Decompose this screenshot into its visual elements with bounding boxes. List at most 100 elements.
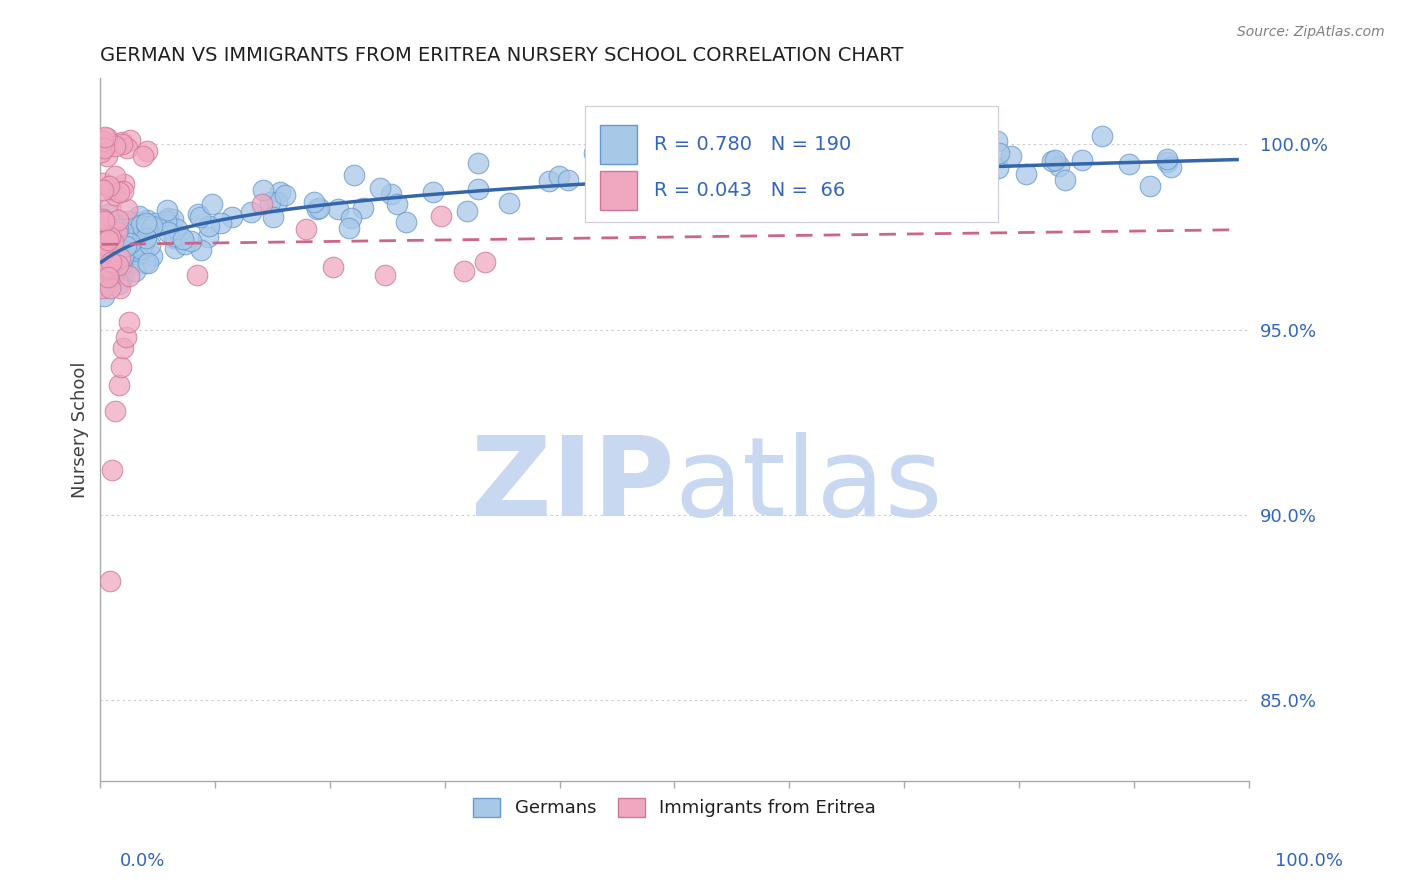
Point — [582, 146, 605, 161]
Point — [107, 221, 129, 235]
Point — [122, 243, 145, 257]
Point — [118, 133, 141, 147]
Point — [98, 230, 121, 244]
Point — [115, 243, 138, 257]
Point — [166, 222, 188, 236]
Point — [155, 214, 177, 228]
Point — [93, 289, 115, 303]
Point — [97, 259, 120, 273]
Point — [1118, 157, 1140, 171]
Point — [111, 244, 134, 259]
Point — [107, 250, 129, 264]
Point — [987, 161, 1010, 176]
Point — [118, 233, 141, 247]
Point — [117, 202, 139, 216]
Point — [117, 255, 139, 269]
Point — [101, 263, 124, 277]
Point — [305, 202, 328, 217]
Point — [105, 233, 128, 247]
Point — [100, 182, 122, 196]
Point — [557, 172, 579, 186]
Point — [173, 237, 195, 252]
Point — [647, 168, 669, 182]
Point — [98, 280, 121, 294]
Point — [91, 183, 114, 197]
Point — [104, 404, 127, 418]
Point — [136, 221, 159, 235]
Point — [98, 200, 121, 214]
Point — [110, 250, 132, 264]
Point — [101, 230, 124, 244]
Point — [807, 179, 830, 194]
Point — [163, 231, 186, 245]
Point — [104, 246, 127, 260]
Point — [172, 232, 194, 246]
Point — [100, 261, 122, 276]
Point — [103, 266, 125, 280]
Point — [91, 214, 114, 228]
Point — [111, 257, 134, 271]
Point — [110, 257, 132, 271]
Point — [101, 252, 124, 267]
Point — [93, 214, 115, 228]
Point — [135, 216, 157, 230]
Text: 100.0%: 100.0% — [1275, 852, 1343, 870]
Point — [141, 249, 163, 263]
Point — [156, 211, 179, 225]
Legend: Germans, Immigrants from Eritrea: Germans, Immigrants from Eritrea — [465, 791, 883, 825]
Point — [548, 169, 571, 183]
Point — [1045, 153, 1067, 167]
Point — [101, 463, 124, 477]
Point — [121, 218, 143, 232]
Point — [221, 210, 243, 224]
Point — [101, 253, 124, 268]
Point — [429, 209, 451, 223]
Point — [117, 236, 139, 251]
Point — [114, 260, 136, 275]
Point — [163, 229, 186, 244]
Point — [467, 182, 489, 196]
Point — [308, 201, 330, 215]
Point — [91, 176, 114, 190]
Point — [810, 160, 832, 174]
Point — [111, 135, 134, 149]
Point — [111, 270, 134, 285]
Point — [96, 244, 118, 258]
Point — [1047, 160, 1070, 174]
Point — [986, 134, 1008, 148]
Point — [422, 185, 444, 199]
Point — [110, 359, 132, 374]
Point — [586, 174, 609, 188]
Point — [98, 574, 121, 589]
FancyBboxPatch shape — [585, 106, 998, 222]
Point — [101, 268, 124, 282]
Point — [1090, 128, 1112, 143]
Point — [97, 270, 120, 285]
Point — [1000, 149, 1022, 163]
Point — [94, 257, 117, 271]
Point — [97, 264, 120, 278]
Point — [105, 273, 128, 287]
Point — [1040, 154, 1063, 169]
Point — [97, 233, 120, 247]
Point — [110, 264, 132, 278]
Point — [187, 207, 209, 221]
Point — [93, 251, 115, 265]
Point — [114, 239, 136, 253]
Point — [132, 148, 155, 162]
Point — [903, 152, 925, 166]
Point — [98, 232, 121, 246]
Text: R = 0.780   N = 190: R = 0.780 N = 190 — [654, 136, 851, 154]
Point — [197, 230, 219, 244]
Point — [111, 184, 134, 198]
Point — [141, 219, 163, 234]
Point — [91, 134, 114, 148]
Point — [112, 235, 135, 249]
Point — [91, 244, 114, 259]
Point — [945, 168, 967, 182]
Point — [93, 274, 115, 288]
Point — [96, 258, 118, 272]
Point — [98, 251, 121, 265]
Point — [498, 196, 520, 211]
Point — [91, 255, 114, 269]
